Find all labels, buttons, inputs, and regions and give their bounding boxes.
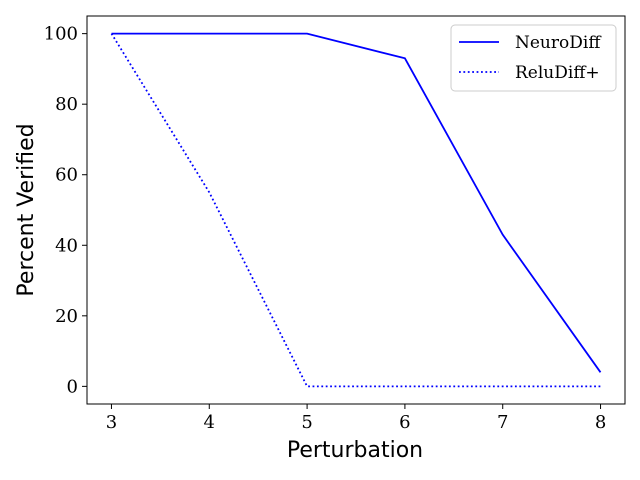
x-tick-label: 7 — [497, 412, 508, 433]
y-tick-label: 60 — [55, 165, 78, 186]
y-tick-label: 20 — [55, 306, 78, 327]
x-tick-label: 5 — [301, 412, 312, 433]
y-tick-label: 0 — [67, 376, 78, 397]
x-tick-label: 6 — [399, 412, 410, 433]
legend: NeuroDiff ReluDiff+ — [450, 24, 617, 92]
y-tick-label: 80 — [55, 94, 78, 115]
plot-frame — [86, 15, 626, 405]
y-tick-label: 100 — [44, 24, 78, 45]
legend-label: ReluDiff+ — [515, 63, 600, 83]
series-line-neurodiff — [111, 32, 602, 373]
x-tick-label: 8 — [595, 412, 606, 433]
series-line-reludiff — [110, 33, 601, 388]
y-tick-label: 40 — [55, 235, 78, 256]
y-axis-label: Percent Verified — [14, 123, 39, 296]
legend-label: NeuroDiff — [515, 33, 602, 53]
x-axis-label: Perturbation — [287, 438, 423, 463]
x-tick-label: 4 — [204, 412, 215, 433]
series-lines — [110, 32, 602, 388]
x-tick-label: 3 — [106, 412, 117, 433]
